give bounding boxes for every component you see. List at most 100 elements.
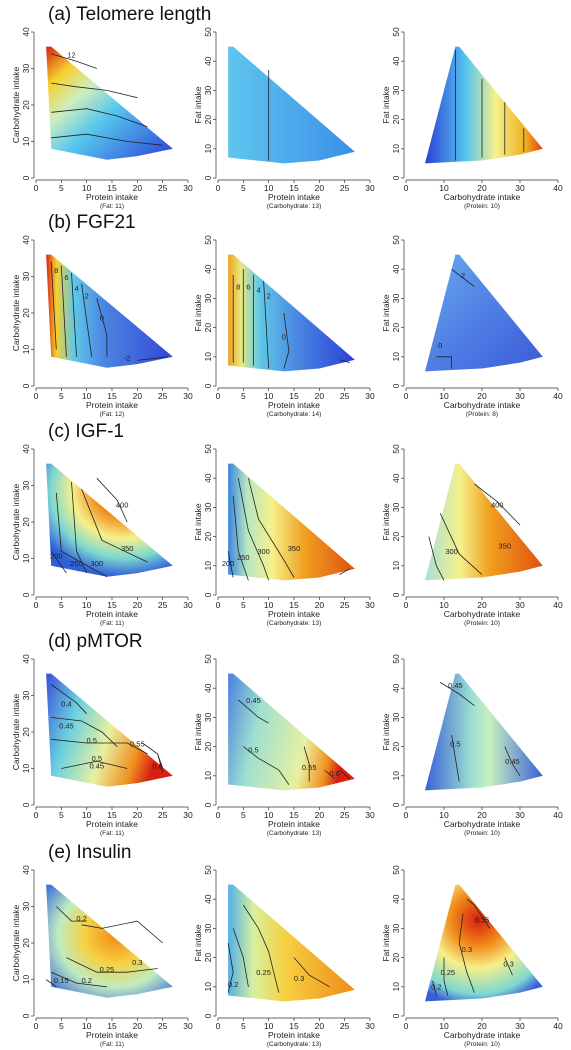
y-tick-label: 50: [391, 27, 401, 37]
y-tick-label: 40: [203, 894, 213, 904]
y-tick-label: 50: [391, 865, 401, 875]
x-tick-label: 30: [515, 810, 525, 820]
y-tick-label: 10: [203, 352, 213, 362]
y-tick-label: 20: [203, 532, 213, 542]
contour-label: 0.35: [475, 916, 490, 925]
heatmap-region: [46, 463, 173, 577]
panel-e-1: 0 5 10 15 20 25 30 0 10 20 30 40 Protein intake(Fat:…: [11, 865, 193, 1048]
panel-title-d: (d) pMTOR: [48, 631, 143, 652]
y-tick-label: 10: [21, 764, 31, 774]
y-axis-label: Fat intake: [193, 713, 203, 751]
contour-line: [51, 108, 148, 128]
y-tick-label: 10: [21, 345, 31, 355]
contour-label: -2: [124, 353, 131, 362]
contour-label: 0.2: [76, 914, 86, 923]
x-tick-label: 25: [340, 391, 350, 401]
contour-line: [81, 488, 148, 563]
x-tick-label: 10: [439, 810, 449, 820]
x-tick-label: 10: [439, 1021, 449, 1031]
x-tick-label: 0: [34, 810, 39, 820]
y-tick-label: 10: [21, 975, 31, 985]
y-tick-label: 30: [203, 502, 213, 512]
y-tick-label: 20: [203, 953, 213, 963]
contour-line: [56, 906, 87, 922]
y-tick-label: 0: [203, 175, 213, 180]
contour-label: 0.15: [54, 976, 69, 985]
x-axis-label: Carbohydrate intake: [444, 400, 521, 410]
x-tick-label: 5: [59, 1021, 64, 1031]
y-axis-label: Fat intake: [381, 713, 391, 751]
contour-label: 0.45: [448, 681, 463, 690]
x-tick-label: 30: [365, 1021, 375, 1031]
y-tick-label: 50: [391, 235, 401, 245]
x-tick-label: 20: [133, 1021, 143, 1031]
panel-a-3: 0 10 20 30 40 0 10 20 30 40 50 Carbohydrate intake(…: [381, 27, 563, 210]
contour-line: [45, 979, 57, 988]
y-tick-label: 30: [21, 691, 31, 701]
y-tick-label: 40: [203, 56, 213, 66]
x-tick-label: 5: [241, 810, 246, 820]
contour-label: 0.2: [431, 983, 441, 992]
contour-label: 200: [50, 552, 63, 561]
contour-line: [237, 478, 270, 581]
x-tick-label: 30: [515, 600, 525, 610]
contour-label: 0.2: [81, 976, 91, 985]
y-tick-label: 30: [203, 923, 213, 933]
contour-line: [60, 265, 67, 357]
contour-label: 0.6: [329, 769, 339, 778]
x-axis-label: Carbohydrate intake: [444, 1030, 521, 1040]
x-tick-label: 40: [553, 183, 563, 193]
x-tick-label: 25: [340, 600, 350, 610]
contour-line: [428, 536, 445, 581]
heatmap-region: [46, 46, 173, 160]
heatmap-region: [425, 254, 543, 372]
x-tick-label: 15: [107, 600, 117, 610]
y-tick-label: 0: [391, 175, 401, 180]
panel-e-3: 0 10 20 30 40 0 10 20 30 40 50 Carbohydrate intake(…: [381, 865, 563, 1048]
x-tick-label: 40: [553, 1021, 563, 1031]
y-tick-label: 40: [21, 865, 31, 875]
contour-label: 4: [256, 286, 260, 295]
contour-line: [51, 82, 138, 99]
fixed-intake-note: (Carbohydrate: 13): [267, 620, 322, 627]
y-axis-label: Fat intake: [381, 294, 391, 332]
y-tick-label: 40: [21, 654, 31, 664]
x-tick-label: 30: [365, 183, 375, 193]
contour-label: 4: [74, 284, 78, 293]
contour-label: 6: [64, 273, 68, 282]
contour-line: [466, 898, 490, 929]
x-tick-label: 5: [59, 810, 64, 820]
y-tick-label: 20: [21, 308, 31, 318]
fixed-intake-note: (Protein: 8): [466, 411, 498, 418]
contour-line: [51, 971, 107, 988]
x-tick-label: 30: [365, 600, 375, 610]
x-tick-label: 0: [216, 391, 221, 401]
fixed-intake-note: (Protein: 10): [464, 203, 500, 210]
x-tick-label: 40: [553, 810, 563, 820]
x-tick-label: 0: [404, 600, 409, 610]
contour-line: [227, 551, 234, 578]
y-tick-label: 20: [21, 938, 31, 948]
contour-label: 0.6: [152, 762, 162, 771]
x-axis-label: Protein intake: [86, 1030, 138, 1040]
y-tick-label: 0: [21, 175, 31, 180]
contour-label: 0.55: [130, 740, 145, 749]
fixed-intake-note: (Fat: 11): [100, 203, 124, 210]
fixed-intake-note: (Fat: 11): [100, 1041, 124, 1048]
y-tick-label: 30: [391, 85, 401, 95]
panel-title-c: (c) IGF-1: [48, 421, 124, 442]
contour-line: [243, 746, 290, 785]
contour-line: [66, 957, 158, 973]
x-tick-label: 5: [241, 1021, 246, 1031]
y-tick-label: 10: [203, 982, 213, 992]
x-tick-label: 15: [289, 810, 299, 820]
x-tick-label: 20: [315, 810, 325, 820]
contour-label: 0: [100, 313, 104, 322]
contour-label: 0.5: [450, 740, 460, 749]
y-tick-label: 20: [391, 323, 401, 333]
y-tick-label: 40: [391, 264, 401, 274]
x-tick-label: 20: [477, 600, 487, 610]
x-tick-label: 15: [289, 1021, 299, 1031]
